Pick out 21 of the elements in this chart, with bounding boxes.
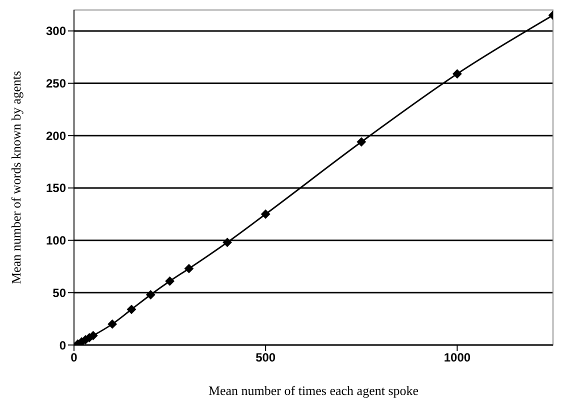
point [452, 69, 462, 78]
point [261, 210, 270, 219]
y-tick-label: 100 [46, 234, 66, 248]
y-tick-label: 50 [52, 286, 66, 300]
point [146, 290, 156, 300]
point [126, 304, 136, 314]
y-tick-label: 200 [46, 128, 66, 143]
x-tick-label: 500 [256, 350, 276, 365]
point [222, 238, 232, 247]
y-axis-title: Mean number of words known by agents [8, 70, 24, 284]
point [108, 320, 117, 329]
point [356, 137, 366, 146]
y-tick-label: 150 [46, 181, 66, 196]
x-axis-title: Mean number of times each agent spoke [208, 383, 419, 398]
point [165, 276, 174, 286]
x-tick-label: 1000 [444, 350, 471, 365]
y-tick-label: 250 [46, 76, 66, 91]
y-tick-label: 0 [59, 338, 66, 352]
y-tick-label: 300 [46, 24, 66, 38]
point [184, 264, 194, 274]
x-tick-label: 0 [70, 350, 78, 365]
